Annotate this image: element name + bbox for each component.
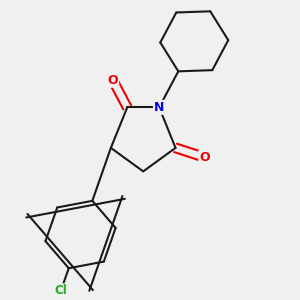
Text: O: O [108,74,118,87]
Text: Cl: Cl [55,284,67,297]
Text: N: N [154,101,164,114]
Text: O: O [199,151,210,164]
